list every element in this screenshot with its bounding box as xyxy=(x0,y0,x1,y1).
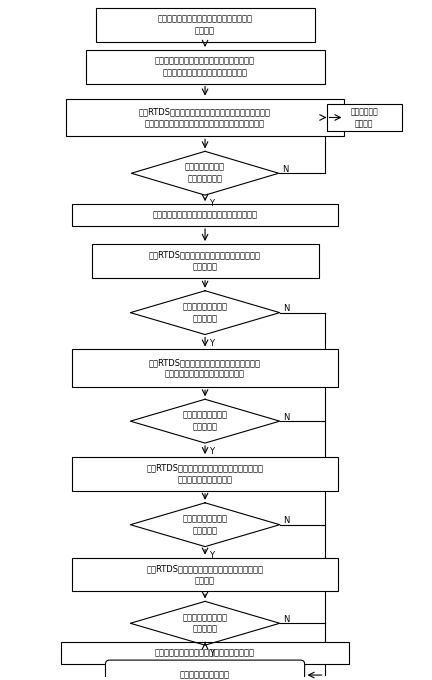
Text: N: N xyxy=(283,615,289,624)
Text: N: N xyxy=(282,165,288,174)
Text: 直流测量系统的精度和响应特性满足应用要求: 直流测量系统的精度和响应特性满足应用要求 xyxy=(155,649,255,658)
Text: Y: Y xyxy=(209,551,214,560)
Text: 经测量系统电气量是
否满足要求: 经测量系统电气量是 否满足要求 xyxy=(183,411,228,432)
Bar xyxy=(66,99,344,137)
Polygon shape xyxy=(130,503,280,547)
Text: 经测量系统电气量是
否满足要求: 经测量系统电气量是 否满足要求 xyxy=(183,302,228,323)
Text: 光测量装置输出光纤直接接入故障录波装置，
并调节故障录波装置相应电气量变比。: 光测量装置输出光纤直接接入故障录波装置， 并调节故障录波装置相应电气量变比。 xyxy=(155,56,255,77)
Polygon shape xyxy=(130,399,280,443)
Text: Y: Y xyxy=(209,649,214,658)
Text: 运行RTDS模型，进行直流解锁、大速率功率升
降闭锁试验: 运行RTDS模型，进行直流解锁、大速率功率升 降闭锁试验 xyxy=(149,250,261,271)
Text: 调节、更换高
精度电阻: 调节、更换高 精度电阻 xyxy=(350,107,378,128)
Bar xyxy=(72,558,338,592)
FancyBboxPatch shape xyxy=(105,660,305,680)
Text: Y: Y xyxy=(209,339,214,347)
Bar xyxy=(86,50,324,84)
Text: 运行RTDS模型，模拟各种直流线、换流阀和换流
母线故障: 运行RTDS模型，模拟各种直流线、换流阀和换流 母线故障 xyxy=(146,564,264,585)
Text: 经测量系统电气量是
否满足要求: 经测量系统电气量是 否满足要求 xyxy=(183,613,228,634)
Text: 经测量系统电气量是
否满足要求: 经测量系统电气量是 否满足要求 xyxy=(183,514,228,535)
Bar xyxy=(95,8,314,41)
Bar xyxy=(72,204,338,226)
Text: 测量系统重新接入，并重新调整相关电气量变比: 测量系统重新接入，并重新调整相关电气量变比 xyxy=(152,211,257,220)
Text: 经光测量装置电气
量是否满足要求: 经光测量装置电气 量是否满足要求 xyxy=(185,163,225,184)
Bar xyxy=(72,457,338,491)
Text: 运行RTDS模型，在某直流电压或某直流电流中
分别叠加一定比例特征谐波进行测试: 运行RTDS模型，在某直流电压或某直流电流中 分别叠加一定比例特征谐波进行测试 xyxy=(149,358,261,379)
Polygon shape xyxy=(130,601,280,645)
Text: N: N xyxy=(283,304,289,313)
Bar xyxy=(72,350,338,388)
Text: N: N xyxy=(283,413,289,422)
Text: N: N xyxy=(283,516,289,525)
Bar xyxy=(60,642,349,664)
Text: 运行RTDS模型，进行直流解锁、大速率功率升降、功率
突降和突升、直流电流阶跃、直流电压阶跃和闭锁试验: 运行RTDS模型，进行直流解锁、大速率功率升降、功率 突降和突升、直流电流阶跃、… xyxy=(139,107,271,128)
Bar xyxy=(92,244,318,278)
Text: Y: Y xyxy=(209,199,214,208)
Text: 直流测量系统测试结束: 直流测量系统测试结束 xyxy=(180,670,230,679)
Text: 运行RTDS模型，进行功率突降和突升、直流电流
阶跃和直流电压阶跃试验: 运行RTDS模型，进行功率突降和突升、直流电流 阶跃和直流电压阶跃试验 xyxy=(146,464,264,484)
Polygon shape xyxy=(131,152,279,195)
Polygon shape xyxy=(130,291,280,335)
Bar xyxy=(327,103,402,131)
Text: Y: Y xyxy=(209,447,214,456)
Text: 基于实时仿真的直流工程测量系统测试平台
搭建完毕: 基于实时仿真的直流工程测量系统测试平台 搭建完毕 xyxy=(158,14,253,35)
